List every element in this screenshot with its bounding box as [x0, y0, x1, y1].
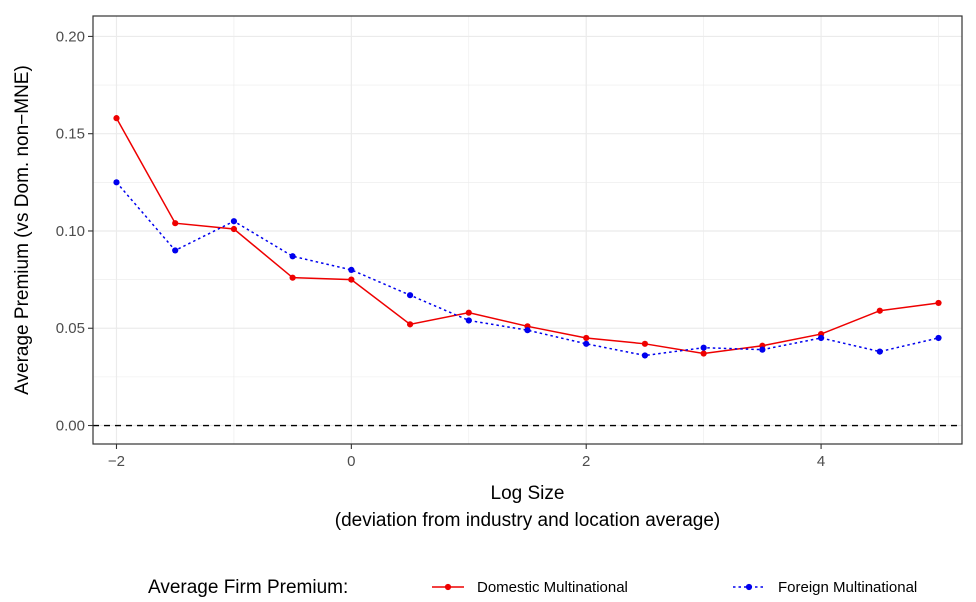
data-point	[465, 317, 472, 324]
x-tick-label: 0	[347, 453, 355, 470]
data-point	[876, 307, 883, 314]
y-tick-label: 0.05	[56, 320, 85, 337]
data-point	[817, 334, 825, 342]
data-point	[583, 340, 590, 347]
data-point	[935, 299, 942, 307]
legend-items: Domestic Multinational Foreign Multinatio…	[432, 579, 917, 596]
x-tick-label: 4	[817, 453, 825, 470]
data-point	[700, 344, 707, 351]
x-axis-title: Log Size	[491, 483, 565, 504]
data-point	[583, 334, 590, 342]
series-line	[115, 181, 939, 357]
data-point	[172, 220, 179, 227]
x-tick-label: 2	[582, 453, 590, 470]
series-foreign-multinational	[113, 179, 942, 359]
legend-title: Average Firm Premium:	[148, 577, 348, 598]
data-point	[289, 274, 296, 281]
legend-label: Domestic Multinational	[477, 579, 628, 596]
data-point	[524, 327, 531, 334]
legend-swatch-point	[745, 583, 753, 591]
x-tick-label: −2	[108, 453, 125, 470]
data-point	[406, 321, 414, 328]
legend-item: Foreign Multinational	[733, 579, 917, 596]
plot-panel-border	[92, 15, 963, 445]
legend-swatch-point	[444, 583, 452, 591]
data-point	[465, 309, 472, 316]
data-point	[641, 352, 649, 359]
data-point	[230, 225, 238, 233]
series-domestic-multinational	[113, 115, 942, 357]
data-point	[700, 350, 707, 357]
data-point	[641, 340, 649, 347]
data-point	[348, 276, 355, 283]
y-tick-label: 0.10	[56, 223, 85, 240]
data-point	[935, 334, 942, 342]
y-axis-title: Average Premium (vs Dom. non−MNE)	[12, 65, 33, 395]
legend: Average Firm Premium: Domestic Multinati…	[148, 577, 917, 598]
data-point	[113, 179, 120, 186]
axes: 0.00 0.05 0.10 0.15 0.20 −2 0 2 4	[56, 28, 825, 470]
legend-item: Domestic Multinational	[432, 579, 628, 596]
data-point	[230, 218, 238, 225]
data-point	[876, 348, 883, 355]
x-axis-subtitle: (deviation from industry and location av…	[335, 510, 720, 531]
y-tick-label: 0.00	[56, 418, 85, 435]
data-point	[406, 292, 414, 299]
data-point	[759, 346, 766, 353]
series-group	[113, 115, 942, 359]
data-point	[172, 247, 179, 254]
data-point	[289, 253, 296, 260]
legend-label: Foreign Multinational	[778, 579, 917, 596]
y-tick-label: 0.20	[56, 28, 85, 45]
y-tick-label: 0.15	[56, 126, 85, 143]
data-point	[348, 266, 355, 273]
data-point	[113, 115, 120, 122]
